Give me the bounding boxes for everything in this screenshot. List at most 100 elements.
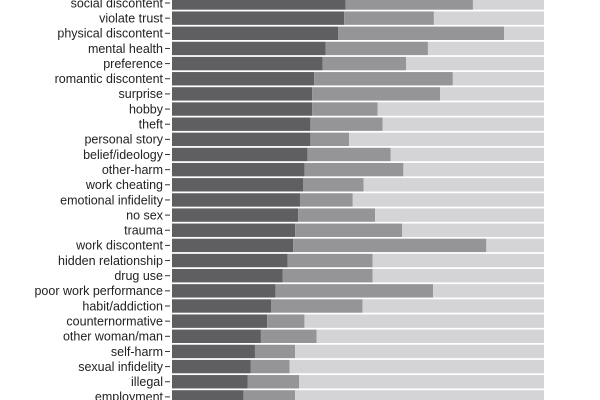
bar-segment-1	[172, 102, 313, 116]
y-tick-label: poor work performance	[34, 284, 163, 298]
bar-segment-2	[299, 193, 353, 207]
bar-segment-3	[372, 253, 544, 268]
bar-segment-1	[172, 0, 346, 10]
bar-segment-1	[172, 26, 339, 40]
bar-segment-2	[293, 238, 487, 253]
bar-segment-2	[322, 56, 406, 71]
bar-segment-2	[345, 0, 473, 10]
y-tick-label: other woman/man	[63, 330, 163, 344]
bar-segment-1	[172, 147, 308, 162]
y-tick-label: self-harm	[111, 345, 163, 359]
bar-segment-2	[325, 41, 428, 56]
y-tick-label: illegal	[131, 375, 163, 389]
bar-segment-1	[172, 375, 248, 389]
bar-segment-2	[312, 87, 441, 101]
bar-segment-3	[504, 26, 544, 40]
y-tick-label: counternormative	[66, 314, 163, 328]
bar-segment-2	[312, 102, 378, 116]
bar-segment-3	[486, 238, 544, 253]
y-tick-label: habit/addiction	[82, 299, 163, 313]
bar-segment-1	[172, 299, 272, 313]
bar-segment-3	[452, 72, 544, 86]
y-tick-label: preference	[103, 57, 163, 71]
bar-segment-3	[352, 193, 544, 207]
y-tick-label: work discontent	[75, 239, 163, 253]
bar-segment-1	[172, 11, 345, 25]
bar-segment-2	[304, 162, 404, 177]
bar-segment-3	[403, 162, 544, 177]
y-tick-label: surprise	[119, 87, 164, 101]
bar-segment-3	[289, 359, 544, 374]
bar-segment-2	[260, 329, 317, 343]
bar-segment-1	[172, 132, 311, 147]
bar-segment-1	[172, 87, 313, 101]
bar-segment-3	[349, 132, 544, 147]
bar-segment-2	[295, 223, 403, 237]
bar-segment-1	[172, 284, 276, 298]
bar-segment-3	[390, 147, 544, 162]
bar-segment-3	[402, 223, 544, 237]
bar-segment-1	[172, 359, 251, 374]
bar-segment-2	[310, 117, 383, 131]
bar-segment-1	[172, 117, 311, 131]
y-tick-label: no sex	[126, 208, 164, 222]
y-tick-label: theft	[139, 118, 164, 132]
bar-segment-3	[372, 269, 544, 283]
bar-segment-1	[172, 238, 294, 253]
bar-segment-2	[314, 72, 453, 86]
y-tick-label: hidden relationship	[58, 254, 163, 268]
bar-segment-3	[433, 11, 544, 25]
bar-segment-1	[172, 223, 296, 237]
bar-segment-3	[363, 178, 544, 192]
bar-segment-3	[299, 375, 544, 389]
bar-segment-3	[433, 284, 544, 298]
bar-segment-2	[282, 269, 373, 283]
bar-segment-2	[298, 208, 376, 222]
bar-segment-1	[172, 344, 255, 359]
y-tick-label: violate trust	[99, 11, 163, 25]
y-tick-label: social discontent	[71, 0, 164, 10]
y-tick-label: trauma	[124, 224, 163, 238]
y-tick-label: romantic discontent	[55, 72, 164, 86]
bar-segment-1	[172, 208, 299, 222]
bar-segment-2	[310, 132, 350, 147]
bar-segment-2	[275, 284, 434, 298]
bar-segment-3	[362, 299, 544, 313]
bar-segment-2	[287, 253, 373, 268]
bar-segment-1	[172, 56, 323, 71]
y-tick-label: employment	[95, 390, 164, 400]
bar-segment-1	[172, 269, 283, 283]
y-tick-label: work cheating	[85, 178, 163, 192]
bar-segment-3	[377, 102, 544, 116]
bar-segment-3	[427, 41, 544, 56]
y-tick-label: hobby	[129, 102, 164, 116]
bar-segment-1	[172, 162, 305, 177]
bar-segment-3	[405, 56, 544, 71]
bar-segment-1	[172, 193, 300, 207]
bar-segment-2	[307, 147, 391, 162]
y-tick-label: emotional infidelity	[60, 193, 164, 207]
bar-segment-2	[247, 375, 300, 389]
bar-segment-3	[382, 117, 544, 131]
bar-segment-1	[172, 41, 326, 56]
y-tick-label: physical discontent	[57, 27, 163, 41]
bar-segment-1	[172, 314, 268, 328]
bar-segment-3	[316, 329, 544, 343]
bar-segment-3	[304, 314, 544, 328]
bar-segment-3	[295, 344, 544, 359]
bar-segment-3	[375, 208, 544, 222]
y-tick-label: belief/ideology	[83, 148, 164, 162]
bar-segment-2	[271, 299, 363, 313]
y-tick-label: drug use	[114, 269, 163, 283]
bar-segment-2	[250, 359, 290, 374]
y-tick-label: mental health	[88, 42, 163, 56]
bar-segment-1	[172, 390, 244, 400]
bar-segment-2	[338, 26, 505, 40]
bar-segment-1	[172, 329, 261, 343]
y-tick-label: other-harm	[102, 163, 163, 177]
bar-segment-2	[344, 11, 434, 25]
bar-segment-2	[243, 390, 296, 400]
bar-segment-3	[295, 390, 544, 400]
bar-segment-3	[440, 87, 544, 101]
